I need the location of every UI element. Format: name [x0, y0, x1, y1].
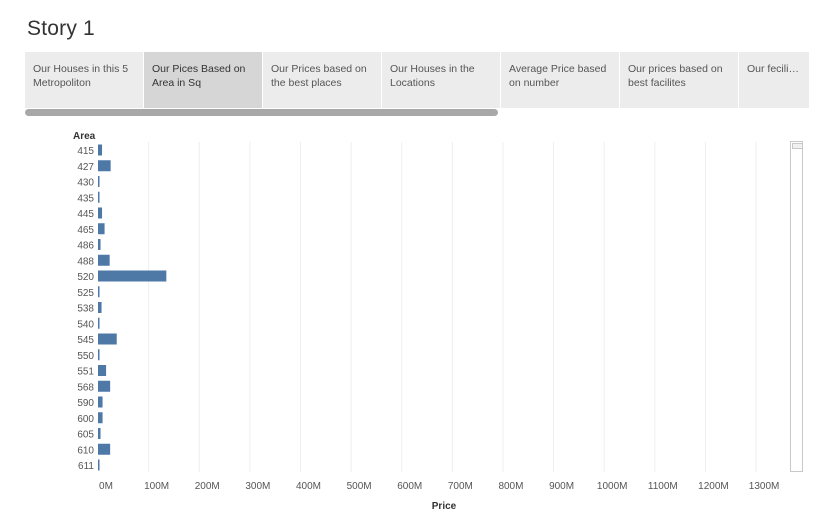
bar[interactable] [98, 207, 103, 219]
story-tab-3[interactable]: Our Prices based on the best places [263, 52, 382, 108]
x-tick-label: 400M [296, 481, 321, 492]
bar[interactable] [98, 160, 111, 172]
y-tick-label: 590 [77, 398, 94, 409]
story-tab-2[interactable]: Our Pices Based on Area in Sq [144, 52, 263, 108]
bar[interactable] [98, 317, 100, 329]
y-tick-label: 445 [77, 209, 94, 220]
x-axis-labels: 0M 100M 200M 300M 400M 500M 600M 700M 800M 900M 10… [99, 481, 779, 492]
story-tab-4[interactable]: Our Houses in the Locations [382, 52, 501, 108]
y-axis-labels: 415 427 430 435 445 465 486 488 520 525 538 540 545 5… [77, 146, 94, 472]
x-tick-label: 0M [99, 481, 113, 492]
y-tick-label: 610 [77, 445, 94, 456]
story-tab-1[interactable]: Our Houses in this 5 Metropoliton [25, 52, 144, 108]
bar[interactable] [98, 176, 100, 187]
x-tick-label: 700M [448, 481, 473, 492]
y-tick-label: 568 [77, 382, 94, 393]
story-title: Story 1 [27, 17, 95, 40]
tabs-scrollbar[interactable] [25, 109, 498, 117]
bar[interactable] [98, 365, 107, 376]
story-tab-6[interactable]: Our prices based on best facilites [620, 52, 739, 108]
y-tick-label: 465 [77, 225, 94, 236]
bar[interactable] [98, 302, 102, 313]
bar[interactable] [98, 286, 100, 298]
tabs-scrollbar-thumb[interactable] [25, 109, 498, 116]
bar[interactable] [98, 144, 103, 156]
x-tick-label: 200M [195, 481, 220, 492]
y-tick-label: 427 [77, 162, 94, 173]
y-tick-label: 538 [77, 304, 94, 315]
bar[interactable] [98, 443, 111, 455]
x-tick-label: 1100M [648, 481, 678, 492]
y-tick-label: 486 [77, 241, 94, 252]
y-tick-label: 551 [77, 367, 94, 378]
chart-scrollbar-thumb[interactable] [792, 143, 803, 149]
x-tick-label: 300M [245, 481, 270, 492]
y-tick-label: 611 [78, 461, 94, 472]
chart-vertical-scrollbar[interactable] [790, 141, 803, 472]
chart-grid [148, 142, 757, 472]
bar[interactable] [98, 270, 167, 282]
bar[interactable] [98, 412, 103, 424]
x-tick-label: 500M [347, 481, 372, 492]
y-tick-label: 600 [77, 414, 94, 425]
y-tick-label: 520 [77, 272, 94, 283]
bar[interactable] [98, 239, 101, 250]
y-tick-label: 435 [77, 193, 94, 204]
story-tab-7[interactable]: Our fecilites in the best p... [739, 52, 810, 108]
bar[interactable] [98, 396, 103, 408]
bar[interactable] [98, 428, 101, 439]
x-tick-label: 600M [397, 481, 422, 492]
bar[interactable] [98, 254, 110, 266]
y-tick-label: 525 [77, 288, 94, 299]
y-tick-label: 430 [77, 178, 94, 189]
y-tick-label: 540 [77, 319, 94, 330]
x-tick-label: 1200M [698, 481, 729, 492]
bar[interactable] [98, 349, 100, 361]
x-tick-label: 100M [144, 481, 169, 492]
bar[interactable] [98, 333, 117, 345]
x-tick-label: 1000M [597, 481, 628, 492]
x-tick-label: 800M [498, 481, 523, 492]
x-axis-title: Price [432, 501, 457, 512]
y-tick-label: 545 [77, 335, 94, 346]
chart-bars [98, 144, 167, 471]
y-axis-title: Area [73, 131, 96, 142]
story-tab-5[interactable]: Average Price based on number [501, 52, 620, 108]
story-tabs: Our Houses in this 5 Metropoliton Our Pi… [25, 52, 815, 108]
bar[interactable] [98, 380, 111, 392]
y-tick-label: 415 [77, 146, 94, 157]
bar[interactable] [98, 191, 100, 203]
bar[interactable] [98, 223, 105, 235]
x-tick-label: 900M [549, 481, 574, 492]
bar[interactable] [98, 459, 100, 471]
x-tick-label: 1300M [749, 481, 780, 492]
y-tick-label: 488 [77, 256, 94, 267]
y-tick-label: 605 [77, 430, 94, 441]
y-tick-label: 550 [77, 351, 94, 362]
